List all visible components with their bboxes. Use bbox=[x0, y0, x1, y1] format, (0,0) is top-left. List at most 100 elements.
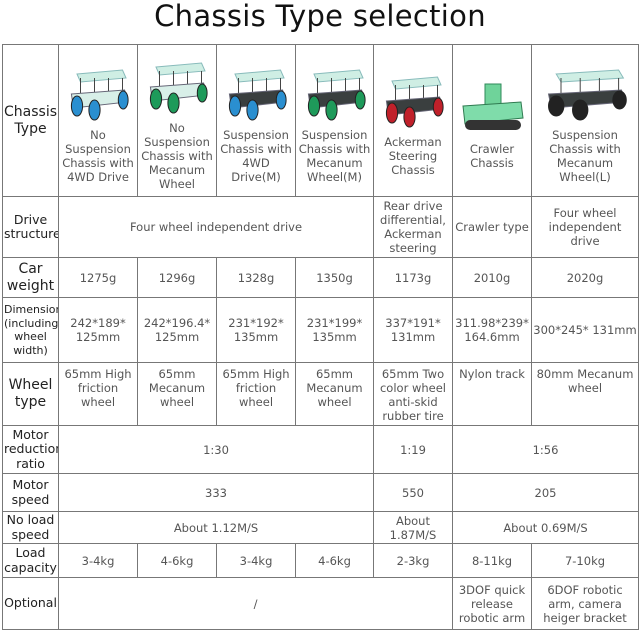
wheel bbox=[548, 95, 565, 116]
wheel bbox=[432, 97, 444, 116]
cell: 205 bbox=[452, 473, 639, 512]
chassis-photo bbox=[149, 61, 208, 113]
cell: / bbox=[58, 577, 453, 630]
row-label: Chassis Type bbox=[2, 44, 59, 197]
chassis-body bbox=[462, 100, 524, 125]
cell: 231*192* 135mm bbox=[216, 297, 296, 363]
chassis-name: Suspension Chassis with 4WD Drive(M) bbox=[220, 127, 292, 184]
wheel bbox=[275, 90, 287, 109]
chassis-name: Crawler Chassis bbox=[469, 141, 515, 170]
chassis-name: Suspension Chassis with Mecanum Wheel(L) bbox=[549, 127, 621, 184]
row-motor-reduction-ratio: Motor reduction ratio 1:30 1:19 1:56 bbox=[2, 425, 639, 474]
cell: 3DOF quick release robotic arm bbox=[452, 577, 532, 630]
chassis-cell: Suspension Chassis with Mecanum Wheel(L) bbox=[531, 44, 639, 197]
cell: 1:30 bbox=[58, 425, 374, 474]
wheel bbox=[149, 88, 163, 109]
chassis-cell: Suspension Chassis with Mecanum Wheel(M) bbox=[295, 44, 374, 197]
row-car-weight: Car weight 1275g 1296g 1328g 1350g 1173g… bbox=[2, 257, 639, 298]
wheel bbox=[70, 95, 84, 116]
row-label: Drive structure bbox=[2, 196, 59, 258]
row-label: Motor reduction ratio bbox=[2, 425, 59, 474]
wheel bbox=[385, 102, 399, 123]
cell: Four wheel independent drive bbox=[531, 196, 639, 258]
cell: Nylon track bbox=[452, 362, 532, 426]
row-label: Load capacity bbox=[2, 543, 59, 578]
cell: 1275g bbox=[58, 257, 138, 298]
cell: 300*245* 131mm bbox=[531, 297, 639, 363]
cell: 65mm Two color wheel anti-skid rubber ti… bbox=[373, 362, 453, 426]
wheel bbox=[228, 95, 242, 116]
chassis-cell: No Suspension Chassis with Mecanum Wheel bbox=[137, 44, 217, 197]
wheel bbox=[354, 90, 366, 109]
cell: 1350g bbox=[295, 257, 374, 298]
wheel bbox=[167, 92, 180, 113]
top-plate bbox=[555, 68, 625, 83]
chassis-cell: Suspension Chassis with 4WD Drive(M) bbox=[216, 44, 296, 197]
cell: Crawler type bbox=[452, 196, 532, 258]
cell: 4-6kg bbox=[137, 543, 217, 578]
cell: 4-6kg bbox=[295, 543, 374, 578]
row-motor-speed: Motor speed 333 550 205 bbox=[2, 473, 639, 512]
chassis-cell: Crawler Chassis bbox=[452, 44, 532, 197]
track bbox=[465, 119, 521, 130]
page-title: Chassis Type selection bbox=[154, 0, 486, 33]
row-load-capacity: Load capacity 3-4kg 4-6kg 3-4kg 4-6kg 2-… bbox=[2, 543, 639, 578]
row-drive-structure: Drive structure Four wheel independent d… bbox=[2, 196, 639, 258]
cell: 80mm Mecanum wheel bbox=[531, 362, 639, 426]
cell: 337*191* 131mm bbox=[373, 297, 453, 363]
arm-mount bbox=[484, 83, 502, 106]
wheel bbox=[88, 99, 101, 120]
wheel bbox=[403, 106, 416, 127]
cell: 1328g bbox=[216, 257, 296, 298]
cell: 1:19 bbox=[373, 425, 453, 474]
wheel bbox=[246, 99, 259, 120]
chassis-photo bbox=[70, 68, 129, 120]
wheel bbox=[572, 99, 589, 120]
chassis-name: Suspension Chassis with Mecanum Wheel(M) bbox=[298, 127, 371, 184]
chassis-name: Ackerman Steering Chassis bbox=[384, 134, 442, 177]
row-no-load-speed: No load speed About 1.12M/S About 1.87M/… bbox=[2, 511, 639, 544]
cell: 3-4kg bbox=[216, 543, 296, 578]
cell: 242*196.4* 125mm bbox=[137, 297, 217, 363]
cell: 6DOF robotic arm, camera heiger bracket bbox=[531, 577, 639, 630]
cell: 65mm Mecanum wheel bbox=[295, 362, 374, 426]
chassis-photo bbox=[462, 83, 524, 130]
top-plate bbox=[155, 61, 206, 76]
chassis-photo bbox=[547, 68, 627, 120]
cell: 2010g bbox=[452, 257, 532, 298]
cell: About 1.87M/S bbox=[373, 511, 453, 544]
cell: 242*189* 125mm bbox=[58, 297, 138, 363]
chassis-photo bbox=[385, 75, 444, 127]
cell: About 1.12M/S bbox=[58, 511, 374, 544]
top-plate bbox=[234, 68, 285, 83]
top-plate bbox=[312, 68, 364, 83]
cell: 1173g bbox=[373, 257, 453, 298]
cell: 1296g bbox=[137, 257, 217, 298]
row-label: Car weight bbox=[2, 257, 59, 298]
cell: 65mm Mecanum wheel bbox=[137, 362, 217, 426]
row-label: Wheel type bbox=[2, 362, 59, 426]
row-label: Optional bbox=[2, 577, 59, 630]
cell: About 0.69M/S bbox=[452, 511, 639, 544]
cell: 333 bbox=[58, 473, 374, 512]
chassis-name: No Suspension Chassis with Mecanum Wheel bbox=[141, 120, 213, 191]
wheel bbox=[117, 90, 129, 109]
cell: 8-11kg bbox=[452, 543, 532, 578]
chassis-cell: No Suspension Chassis with 4WD Drive bbox=[58, 44, 138, 197]
cell: Four wheel independent drive bbox=[58, 196, 374, 258]
cell: 65mm High friction wheel bbox=[216, 362, 296, 426]
cell: 3-4kg bbox=[58, 543, 138, 578]
cell: 65mm High friction wheel bbox=[58, 362, 138, 426]
cell: 311.98*239* 164.6mm bbox=[452, 297, 532, 363]
row-dimension: Dimension (including wheel width) 242*18… bbox=[2, 297, 639, 363]
row-label: No load speed bbox=[2, 511, 59, 544]
cell: 2-3kg bbox=[373, 543, 453, 578]
chassis-cell: Ackerman Steering Chassis bbox=[373, 44, 453, 197]
chassis-comparison-table: Chassis Type No Suspension Chassis with … bbox=[2, 44, 639, 630]
top-plate bbox=[76, 68, 127, 83]
cell: 231*199* 135mm bbox=[295, 297, 374, 363]
chassis-name: No Suspension Chassis with 4WD Drive bbox=[62, 127, 134, 184]
cell: 2020g bbox=[531, 257, 639, 298]
row-optional: Optional / 3DOF quick release robotic ar… bbox=[2, 577, 639, 630]
chassis-photo bbox=[228, 68, 287, 120]
